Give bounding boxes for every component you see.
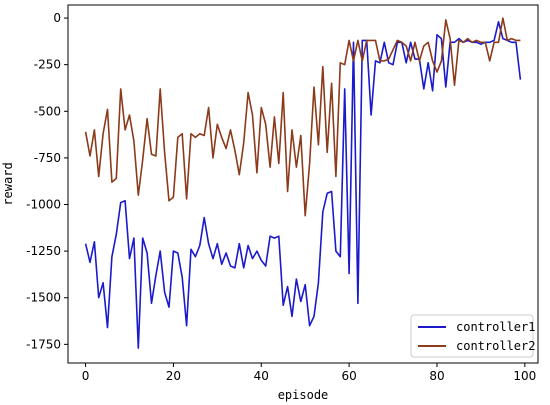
y-axis-ticks: 0 -250 -500 -750 -1000 -1250 -1500 -1750: [26, 11, 68, 351]
x-axis-ticks: 0 20 40 60 80 100: [82, 363, 536, 383]
x-tick-label: 80: [429, 369, 444, 383]
series-line-controller1: [84, 20, 522, 349]
y-axis-label: reward: [1, 162, 15, 205]
series-lines: [84, 17, 522, 349]
series-line-controller2: [84, 17, 521, 217]
legend-label-controller1: controller1: [456, 320, 535, 334]
y-tick-label: 0: [53, 11, 61, 25]
legend-label-controller2: controller2: [456, 339, 535, 353]
y-tick-label: -1000: [26, 198, 61, 212]
y-tick-label: -1750: [26, 337, 61, 351]
y-tick-label: -1500: [26, 291, 61, 305]
y-tick-label: -1250: [26, 244, 61, 258]
y-tick-label: -750: [34, 151, 61, 165]
x-tick-label: 0: [82, 369, 90, 383]
x-tick-label: 60: [341, 369, 356, 383]
x-tick-label: 20: [166, 369, 181, 383]
y-tick-label: -500: [34, 104, 61, 118]
x-tick-label: 40: [254, 369, 269, 383]
y-tick-label: -250: [34, 58, 61, 72]
x-tick-label: 100: [513, 369, 536, 383]
x-axis-label: episode: [278, 388, 329, 402]
legend: controller1 controller2: [410, 314, 535, 358]
